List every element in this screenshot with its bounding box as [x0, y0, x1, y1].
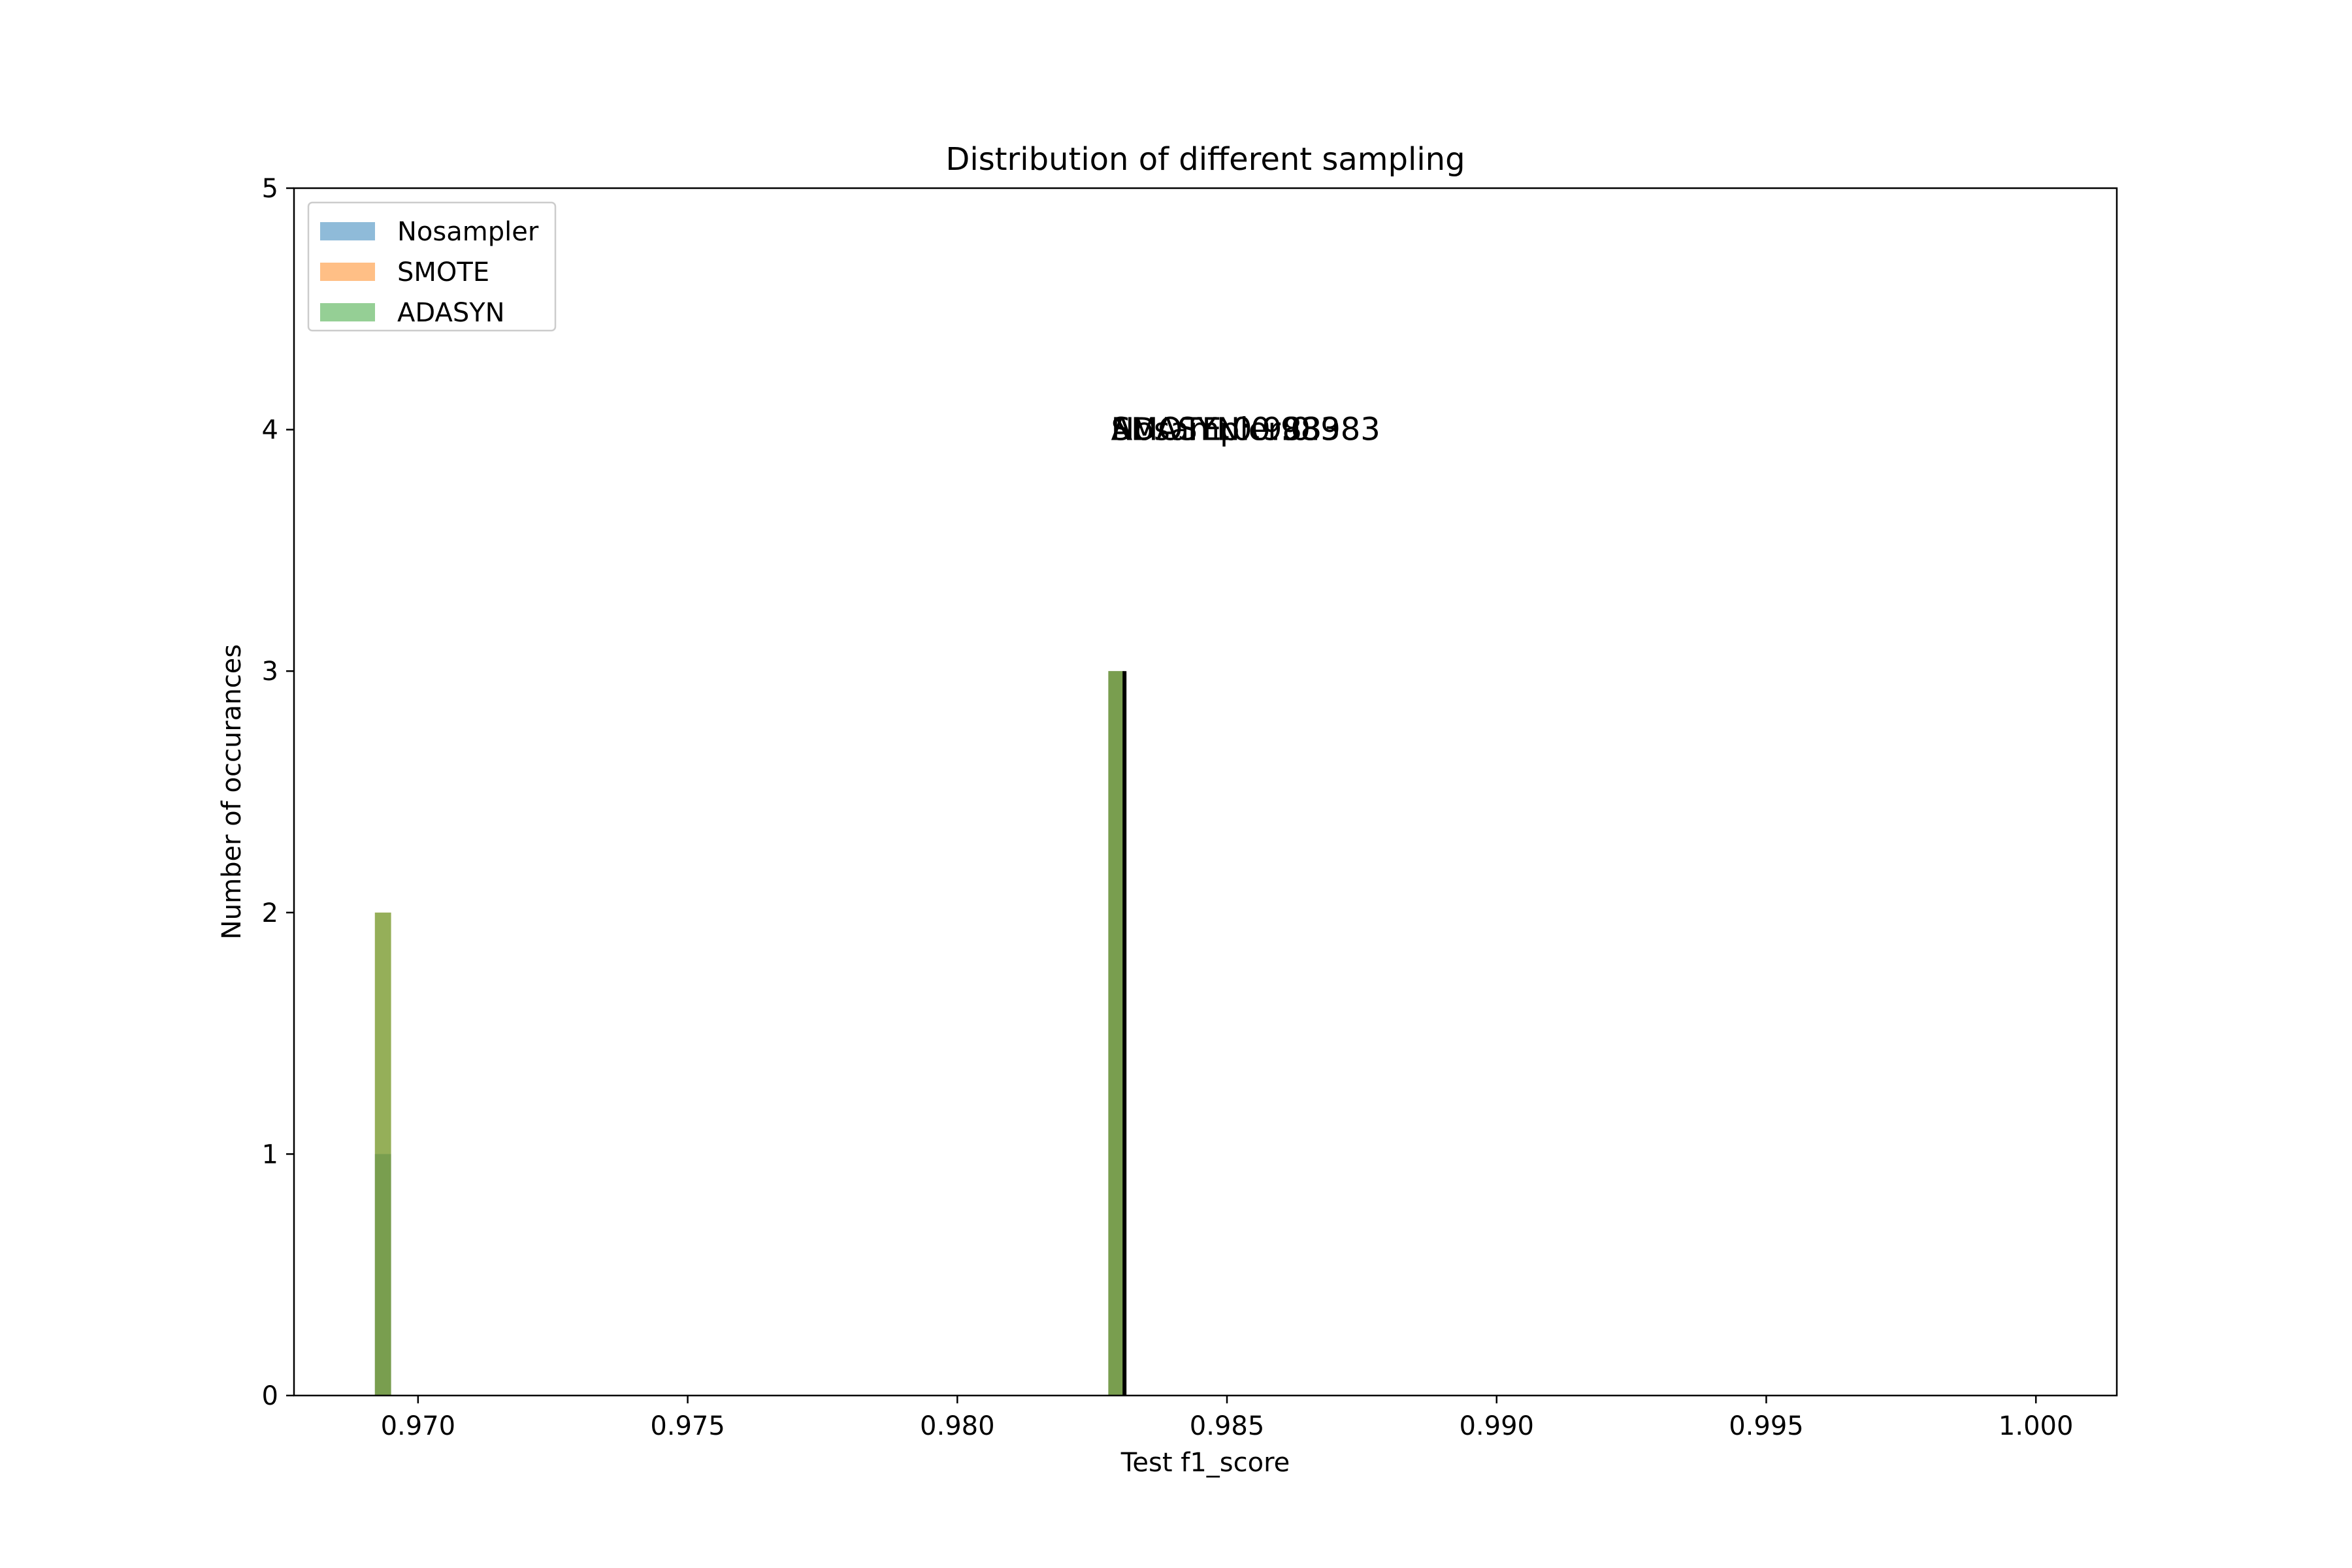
y-axis: 0 1 2 3 4 5	[262, 174, 294, 1411]
legend-label: ADASYN	[397, 298, 505, 328]
y-axis-title: Number of occurances	[217, 644, 247, 939]
y-tick-label: 5	[262, 174, 278, 204]
y-tick-label: 4	[262, 416, 278, 446]
x-tick-label: 0.985	[1190, 1411, 1265, 1441]
bar-adasyn-1	[1108, 671, 1125, 1396]
legend: Nosampler SMOTE ADASYN	[307, 201, 557, 332]
x-tick-label: 1.000	[1999, 1411, 2074, 1441]
bars-layer	[374, 671, 1125, 1396]
annotation-label: Nosampler:0.983	[1111, 412, 1380, 448]
y-tick-label: 2	[262, 898, 278, 928]
bar-adasyn-0	[374, 912, 391, 1396]
x-tick-label: 0.970	[381, 1411, 456, 1441]
y-tick-label: 3	[262, 657, 278, 687]
chart-title: Distribution of different sampling	[945, 141, 1465, 178]
legend-label: SMOTE	[397, 257, 489, 287]
x-tick-label: 0.995	[1729, 1411, 1804, 1441]
legend-swatch-nosampler	[320, 222, 375, 240]
y-tick-label: 0	[262, 1381, 278, 1411]
x-tick-label: 0.980	[920, 1411, 995, 1441]
x-tick-label: 0.990	[1459, 1411, 1534, 1441]
plot-frame	[293, 187, 2118, 1397]
x-axis-title: Test f1_score	[1120, 1448, 1290, 1478]
y-tick-label: 1	[262, 1139, 278, 1169]
x-axis: 0.970 0.975 0.980 0.985 0.990 0.995 1.000	[381, 1396, 2074, 1441]
x-tick-label: 0.975	[650, 1411, 725, 1441]
annotation-label: SMOTE:0.983	[1111, 412, 1322, 448]
series-adasyn	[374, 671, 1125, 1396]
legend-label: Nosampler	[397, 217, 539, 247]
legend-swatch-smote	[320, 263, 375, 281]
annotation-label: ADASYN:0.983	[1111, 412, 1341, 448]
legend-swatch-adasyn	[320, 303, 375, 321]
